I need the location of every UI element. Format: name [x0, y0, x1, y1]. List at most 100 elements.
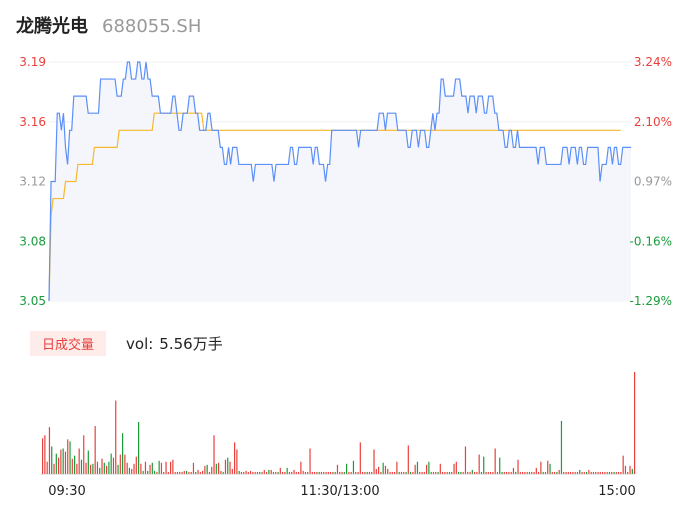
volume-bar: [325, 471, 327, 474]
volume-bar: [295, 471, 297, 474]
volume-bar: [416, 461, 419, 474]
volume-bar: [115, 400, 117, 474]
volume-bar: [199, 471, 201, 474]
volume-bar: [190, 471, 192, 474]
volume-bar: [346, 463, 348, 474]
volume-bar: [44, 435, 46, 474]
price-line: [48, 61, 631, 302]
volume-bar: [327, 471, 329, 474]
volume-bar: [506, 471, 508, 474]
stock-name: 龙腾光电: [16, 16, 88, 37]
volume-bar: [174, 471, 176, 474]
volume-bar: [243, 471, 245, 474]
time-tick-label: 09:30: [48, 484, 85, 499]
volume-bar: [256, 471, 259, 474]
volume-bar: [188, 471, 190, 474]
volume-bar: [128, 467, 131, 474]
volume-bar: [206, 464, 208, 474]
volume-bar: [87, 450, 89, 474]
volume-summary: vol: 5.56万手: [126, 333, 223, 354]
volume-bar: [218, 462, 220, 474]
volume-bar: [487, 471, 489, 474]
volume-bar: [250, 470, 252, 474]
volume-bar: [108, 461, 110, 474]
volume-bar: [60, 449, 62, 474]
volume-bar: [151, 462, 153, 474]
volume-bar: [570, 471, 572, 474]
volume-bar: [172, 459, 174, 474]
volume-bar: [275, 471, 277, 474]
volume-bar: [631, 468, 633, 474]
volume-bar: [236, 449, 238, 474]
volume-bar: [227, 457, 229, 474]
price-tick-label: 3.19: [19, 55, 46, 69]
volume-bar: [405, 471, 407, 474]
volume-bar: [320, 471, 323, 474]
time-axis: 09:30 11:30/13:00 15:00: [48, 484, 635, 499]
volume-bar: [414, 464, 416, 474]
volume-bar: [78, 448, 80, 474]
volume-bar: [270, 469, 272, 474]
volume-bar: [556, 471, 558, 474]
volume-bar: [419, 471, 421, 474]
volume-bar: [231, 468, 233, 474]
volume-bar: [96, 461, 99, 474]
volume-bar: [560, 420, 563, 474]
volume-bar: [336, 464, 339, 474]
volume-bar: [542, 471, 544, 474]
volume-bar: [126, 462, 128, 474]
volume-bar: [332, 471, 334, 474]
volume-bar: [583, 471, 585, 474]
volume-bar: [606, 471, 608, 474]
time-tick-label: 15:00: [598, 484, 635, 499]
volume-bar: [574, 471, 576, 474]
volume-bar: [131, 468, 133, 474]
volume-bar: [42, 438, 44, 474]
volume-bar: [391, 471, 393, 474]
volume-bar: [563, 471, 565, 474]
volume-bar: [371, 471, 373, 474]
volume-bar: [58, 457, 60, 474]
volume-bar: [490, 471, 492, 474]
volume-bar: [565, 471, 567, 474]
volume-bar: [74, 455, 76, 474]
volume-bar: [247, 471, 249, 474]
volume-bar: [238, 470, 240, 474]
volume-bar: [64, 451, 67, 474]
volume-bar: [334, 471, 336, 474]
volume-bar: [284, 471, 286, 474]
volume-bar: [535, 467, 537, 474]
volume-bar: [396, 461, 398, 474]
volume-bar: [302, 470, 304, 474]
volume-bar: [615, 471, 617, 474]
volume-bar: [234, 442, 236, 474]
price-tick-label: 3.08: [19, 234, 46, 248]
volume-bar: [304, 471, 307, 474]
volume-bar: [318, 471, 320, 474]
volume-bar: [160, 462, 163, 474]
volume-bar: [92, 463, 94, 474]
volume-bar: [508, 471, 510, 474]
volume-bar: [579, 469, 581, 474]
volume-bar: [551, 471, 553, 474]
volume-bar: [51, 446, 53, 474]
volume-bar: [467, 471, 469, 474]
volume-bar: [533, 471, 535, 474]
volume-bar: [158, 460, 160, 474]
volume-bar: [439, 463, 441, 474]
volume-bar: [53, 463, 55, 474]
volume-bar: [323, 471, 325, 474]
volume-bar: [590, 471, 592, 474]
volume-bar: [624, 465, 627, 474]
volume-bar: [359, 442, 361, 474]
volume-bar: [592, 471, 595, 474]
volume-bar: [588, 469, 590, 474]
volume-bar: [485, 471, 487, 474]
volume-bar: [567, 471, 569, 474]
volume-bar: [423, 471, 425, 474]
volume-bar: [531, 471, 533, 474]
volume-bar: [496, 471, 499, 474]
volume-tab[interactable]: 日成交量: [30, 331, 107, 356]
volume-bar: [167, 471, 169, 474]
volume-bar: [407, 445, 409, 474]
